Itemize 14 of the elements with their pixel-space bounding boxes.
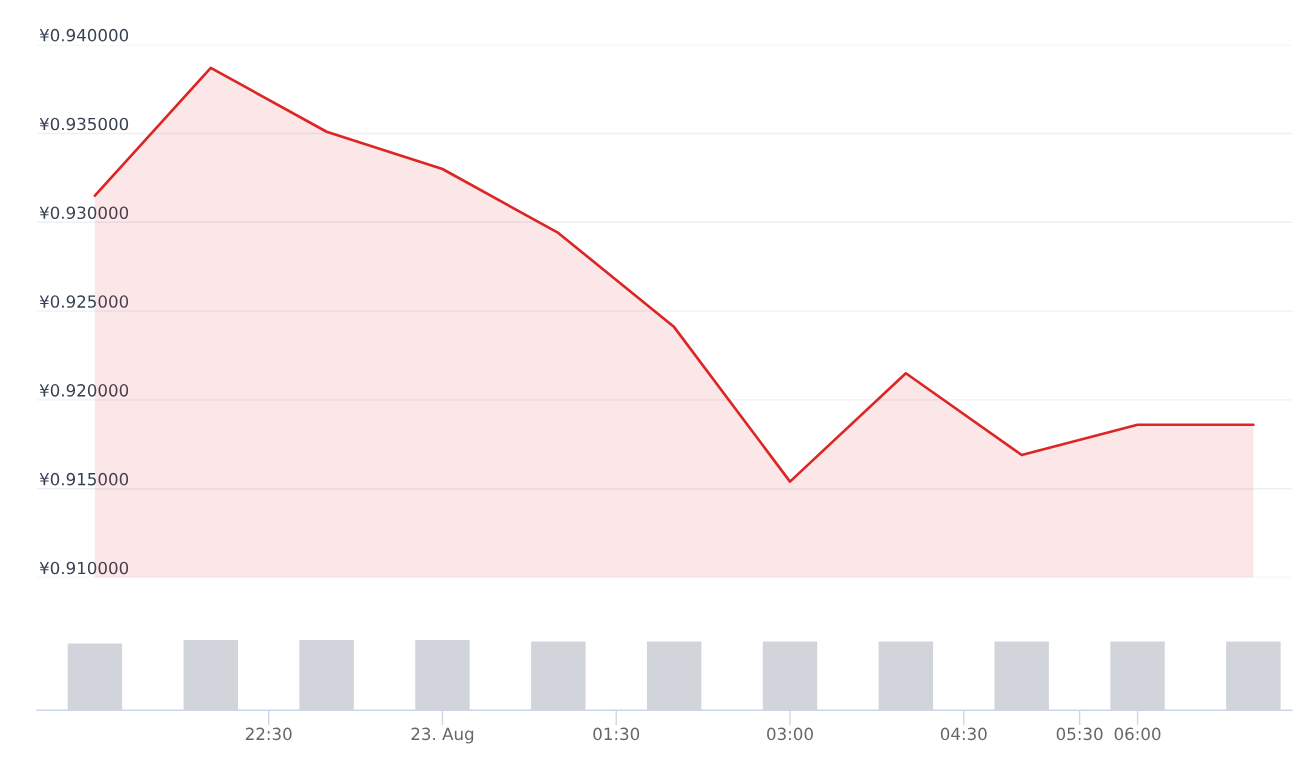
x-tick-label: 23. Aug [411,727,474,744]
x-tick-label: 22:30 [245,727,292,741]
y-tick-label: ¥0.920000 [39,384,129,397]
y-tick-label: ¥0.940000 [39,28,129,42]
x-tick-label: 01:30 [593,727,640,741]
x-tick-label: 03:00 [767,727,813,741]
y-tick-label: ¥0.925000 [39,295,129,308]
y-tick-label: ¥0.930000 [39,206,129,220]
y-tick-label: ¥0.935000 [39,117,129,131]
x-tick-label: 04:30 [940,727,987,741]
y-tick-label: ¥0.915000 [39,472,129,486]
x-tick-label: 05:30 [1056,727,1103,741]
y-tick-label: ¥0.910000 [39,561,129,575]
x-tick-label: 06:00 [1114,727,1161,741]
